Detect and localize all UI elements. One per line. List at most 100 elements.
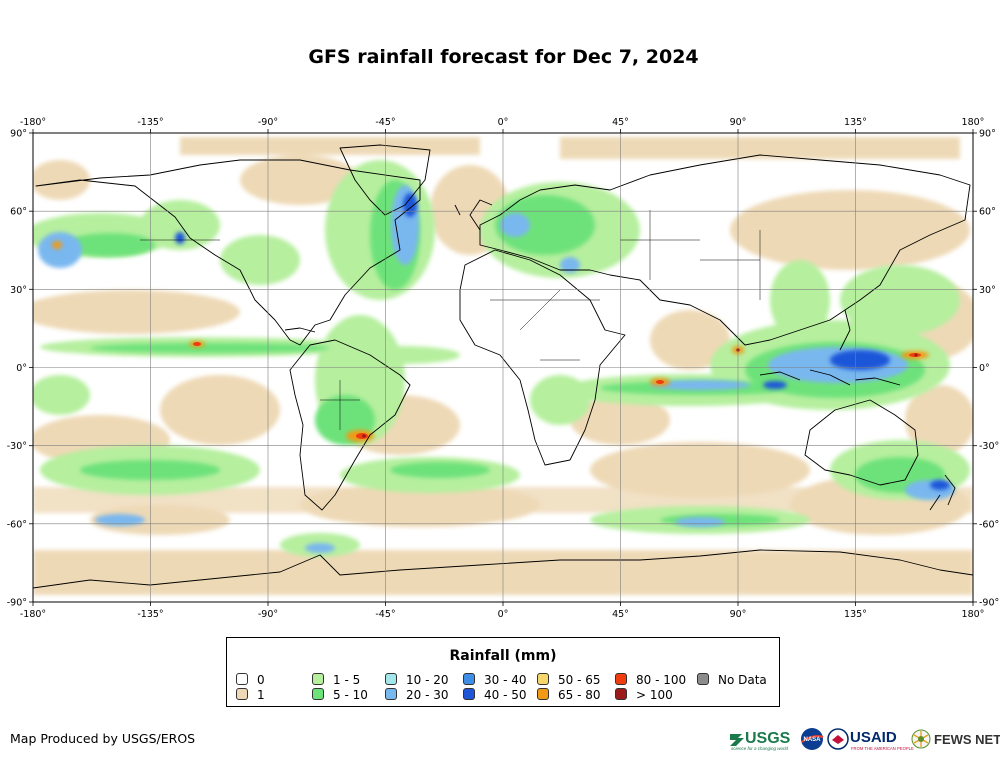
y-tick-label-right: 60°	[979, 207, 996, 218]
y-tick-label-left: 30°	[10, 285, 27, 296]
x-tick-label-bottom: 45°	[612, 609, 629, 620]
x-tick-label-top: 45°	[612, 117, 629, 128]
caribbean-outline	[284, 327, 316, 333]
usaid-tagline: FROM THE AMERICAN PEOPLE	[851, 746, 914, 751]
tick-labels: -180° -180° -135° -135° -90° -90° -45° -45° 0° 0°…	[7, 117, 1000, 620]
legend-label: 10 - 20	[406, 673, 449, 687]
legend-swatch	[697, 673, 709, 685]
legend-item: 1 - 5	[312, 673, 360, 687]
fewsnet-logo-text: FEWS NET	[934, 732, 1000, 747]
y-tick-label-right: -90°	[979, 598, 999, 609]
legend-label: 65 - 80	[558, 688, 601, 702]
x-tick-label-bottom: 90°	[730, 609, 747, 620]
x-tick-label-bottom: -45°	[375, 609, 395, 620]
y-tick-label-right: -60°	[979, 519, 999, 530]
y-tick-label-left: 90°	[10, 129, 27, 140]
footer-credit: Map Produced by USGS/EROS	[10, 731, 196, 746]
coastlines	[33, 144, 973, 589]
usaid-logo-text: USAID	[850, 729, 897, 746]
y-tick-label-left: 60°	[10, 207, 27, 218]
x-tick-label-top: -45°	[375, 117, 395, 128]
legend-swatch	[615, 673, 627, 685]
x-tick-label-top: 135°	[844, 117, 867, 128]
y-tick-label-left: -90°	[7, 598, 27, 609]
x-tick-label-bottom: -90°	[258, 609, 278, 620]
legend-item: 1	[236, 688, 265, 702]
y-tick-label-right: -30°	[979, 441, 999, 452]
legend-item: 80 - 100	[615, 673, 686, 687]
y-tick-label-right: 90°	[979, 129, 996, 140]
australia-outline	[804, 399, 919, 486]
legend-label: > 100	[636, 688, 673, 702]
legend-item: > 100	[615, 688, 673, 702]
british-isles-outline	[454, 199, 493, 231]
x-tick-label-bottom: 135°	[844, 609, 867, 620]
legend-item: 50 - 65	[537, 673, 601, 687]
eurasia-outline	[479, 154, 971, 346]
y-tick-label-left: -30°	[7, 441, 27, 452]
x-tick-label-top: -90°	[258, 117, 278, 128]
legend-swatch	[236, 673, 248, 685]
legend-item: 30 - 40	[463, 673, 527, 687]
legend-item: 10 - 20	[385, 673, 449, 687]
x-tick-label-top: 180°	[962, 117, 985, 128]
new-zealand-outline	[929, 474, 956, 511]
legend-item: 40 - 50	[463, 688, 527, 702]
legend-item: No Data	[697, 673, 767, 687]
legend-item: 0	[236, 673, 265, 687]
legend-swatch	[537, 688, 549, 700]
legend-swatch	[537, 673, 549, 685]
legend-item: 20 - 30	[385, 688, 449, 702]
legend-swatch	[312, 688, 324, 700]
legend-swatch	[312, 673, 324, 685]
legend-swatch	[463, 673, 475, 685]
x-tick-label-top: 90°	[730, 117, 747, 128]
legend-label: 1 - 5	[333, 673, 361, 687]
usgs-tagline: science for a changing world	[731, 746, 789, 751]
greenland-outline	[339, 144, 431, 216]
legend-swatch	[463, 688, 475, 700]
country-borders	[140, 210, 761, 430]
legend-swatch	[236, 688, 248, 700]
legend-label: No Data	[718, 673, 767, 687]
legend-label: 5 - 10	[333, 688, 368, 702]
legend-label: 30 - 40	[484, 673, 527, 687]
usaid-logo: USAID FROM THE AMERICAN PEOPLE	[827, 728, 914, 751]
usgs-logo-text: USGS	[745, 730, 791, 747]
y-tick-label-right: 0°	[979, 363, 990, 374]
legend-item: 5 - 10	[312, 688, 368, 702]
legend-label: 1	[257, 688, 265, 702]
x-tick-label-top: -180°	[20, 117, 46, 128]
maritime-continent-outline	[759, 309, 901, 386]
x-tick-label-top: -135°	[137, 117, 163, 128]
legend-swatch	[385, 673, 397, 685]
agency-logos: USGS science for a changing world NASA U…	[730, 728, 1000, 751]
africa-outline	[459, 249, 626, 466]
fewsnet-logo: FEWS NET	[911, 729, 1000, 749]
y-tick-label-right: 30°	[979, 285, 996, 296]
legend-item: 65 - 80	[537, 688, 601, 702]
x-tick-label-bottom: 0°	[498, 609, 509, 620]
north-america-outline	[35, 159, 421, 346]
y-tick-label-left: 0°	[16, 363, 27, 374]
legend-swatch	[615, 688, 627, 700]
legend-label: 0	[257, 673, 265, 687]
rain-1mm-arctic	[180, 137, 480, 155]
nasa-logo-text: NASA	[803, 737, 821, 743]
legend-label: 20 - 30	[406, 688, 449, 702]
rain-1mm-layer	[33, 137, 973, 595]
antarctica-outline	[33, 549, 973, 589]
legend-title: Rainfall (mm)	[449, 648, 557, 664]
legend-label: 80 - 100	[636, 673, 687, 687]
legend-swatch	[385, 688, 397, 700]
y-tick-label-left: -60°	[7, 519, 27, 530]
x-tick-label-bottom: -180°	[20, 609, 46, 620]
legend-label: 50 - 65	[558, 673, 601, 687]
nasa-logo: NASA	[801, 728, 824, 750]
map-title: GFS rainfall forecast for Dec 7, 2024	[308, 46, 699, 68]
tick-marks	[29, 129, 977, 606]
x-tick-label-bottom: -135°	[137, 609, 163, 620]
usgs-logo: USGS science for a changing world	[730, 730, 791, 751]
